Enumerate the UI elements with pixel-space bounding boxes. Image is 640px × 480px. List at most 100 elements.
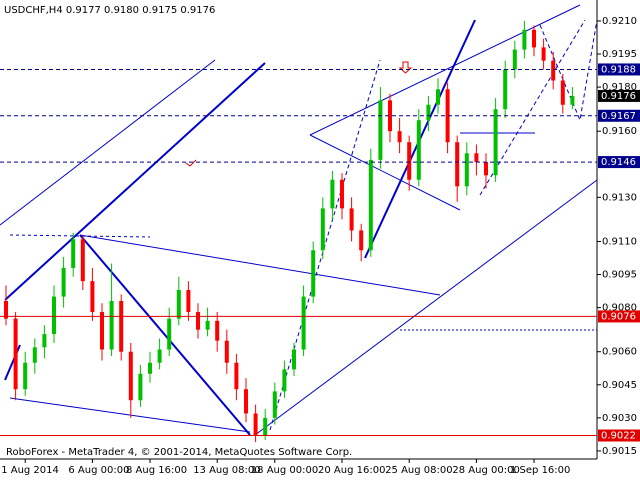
candle-body xyxy=(349,208,354,231)
candle-body xyxy=(128,351,133,401)
footer: RoboForex - MetaTrader 4, © 2001-2014, M… xyxy=(6,447,352,458)
trendline xyxy=(79,234,441,296)
candle-body xyxy=(138,373,143,401)
candle-body xyxy=(445,89,450,143)
candle-body xyxy=(570,95,575,105)
y-tick-label: 0.9080 xyxy=(602,303,637,314)
candle-body xyxy=(407,142,412,180)
candle-body xyxy=(215,320,220,341)
candle-body xyxy=(234,362,239,390)
candle-body xyxy=(340,179,344,209)
x-tick-label: 20 Aug 16:00 xyxy=(318,465,385,476)
candle-body xyxy=(359,230,364,251)
trendline xyxy=(4,62,266,301)
candle-body xyxy=(474,153,479,163)
x-tick-label: 25 Aug 08:00 xyxy=(385,465,452,476)
level-label: 0.9022 xyxy=(601,431,636,442)
candle-body xyxy=(426,104,431,121)
candle-body xyxy=(330,179,335,209)
candle-body xyxy=(484,162,488,176)
down-arrow xyxy=(398,61,413,74)
candle-body xyxy=(71,239,76,268)
y-tick-label: 0.9110 xyxy=(602,236,637,247)
y-tick-label: 0.9060 xyxy=(602,347,637,358)
plot xyxy=(4,20,575,443)
candle-body xyxy=(90,281,95,313)
candle-body xyxy=(560,80,565,105)
candle-body xyxy=(52,296,56,335)
last-price-label: 0.9176 xyxy=(601,91,636,102)
candle-body xyxy=(13,318,18,390)
trendline xyxy=(539,19,598,122)
chart-title: USDCHF,H4 0.9177 0.9180 0.9175 0.9176 xyxy=(4,5,215,16)
y-tick-label: 0.9095 xyxy=(602,270,637,281)
candle-body xyxy=(388,100,392,132)
x-tick-label: 28 Aug 00:00 xyxy=(452,465,519,476)
y-tick-label: 0.9130 xyxy=(602,192,637,203)
level-label-box xyxy=(598,310,640,323)
candle-body xyxy=(272,391,277,418)
candle-body xyxy=(196,312,200,330)
x-tick-label: 8 Aug 16:00 xyxy=(126,465,187,476)
trendline xyxy=(0,59,216,226)
trendline xyxy=(309,134,461,211)
y-tick-label: 0.9180 xyxy=(602,82,637,93)
candle-body xyxy=(244,389,248,414)
candle-body xyxy=(224,340,229,363)
candle-body xyxy=(292,349,296,370)
x-tick-label: 1 Sep 16:00 xyxy=(510,465,570,476)
candle-body xyxy=(311,250,316,297)
y-tick-label: 0.9030 xyxy=(602,413,637,424)
level-label-box xyxy=(598,156,640,169)
candle-body xyxy=(522,29,527,50)
candle-body xyxy=(4,300,8,319)
candle-body xyxy=(42,334,47,348)
candle-body xyxy=(464,153,469,187)
y-tick-label: 0.9210 xyxy=(602,16,637,27)
level-label: 0.9076 xyxy=(601,311,636,322)
level-label-box xyxy=(598,109,640,122)
candle-body xyxy=(301,296,306,350)
x-tick-label: 1 Aug 2014 xyxy=(1,465,59,476)
y-tick-label: 0.9160 xyxy=(602,126,637,137)
candle-body xyxy=(61,267,66,297)
candle-body xyxy=(263,417,268,436)
candle-body xyxy=(378,100,383,160)
y-tick-label: 0.9195 xyxy=(602,49,637,60)
trendline xyxy=(479,19,586,196)
candle-body xyxy=(541,47,546,61)
candle-body xyxy=(368,159,373,251)
level-label-box xyxy=(598,63,640,76)
trendline xyxy=(9,234,151,238)
x-tick-label: 6 Aug 00:00 xyxy=(68,465,129,476)
trendline xyxy=(254,179,598,436)
candle-body xyxy=(119,300,124,352)
trendline xyxy=(309,4,581,136)
trendline xyxy=(79,234,251,436)
candle-body xyxy=(282,369,287,392)
candle-body xyxy=(320,208,325,251)
last-price-box xyxy=(598,89,640,102)
level-label: 0.9146 xyxy=(601,157,636,168)
trendline xyxy=(269,59,381,431)
level-label: 0.9188 xyxy=(601,64,636,75)
candle-body xyxy=(23,362,28,390)
candle-body xyxy=(416,120,421,180)
candle-body xyxy=(551,60,556,81)
candle-body xyxy=(493,109,498,176)
y-tick-label: 0.9015 xyxy=(602,446,637,457)
y-tick-label: 0.9045 xyxy=(602,380,637,391)
candle-body xyxy=(176,289,181,319)
trendline xyxy=(9,397,251,433)
candle-body xyxy=(455,142,460,187)
level-label-box xyxy=(598,429,640,442)
candle-body xyxy=(436,89,440,105)
candle-body xyxy=(80,239,85,282)
candle-body xyxy=(532,29,536,48)
x-tick-label: 18 Aug 00:00 xyxy=(251,465,318,476)
x-tick-label: 13 Aug 08:00 xyxy=(193,465,260,476)
check-mark xyxy=(185,159,197,167)
candle-body xyxy=(186,289,191,313)
